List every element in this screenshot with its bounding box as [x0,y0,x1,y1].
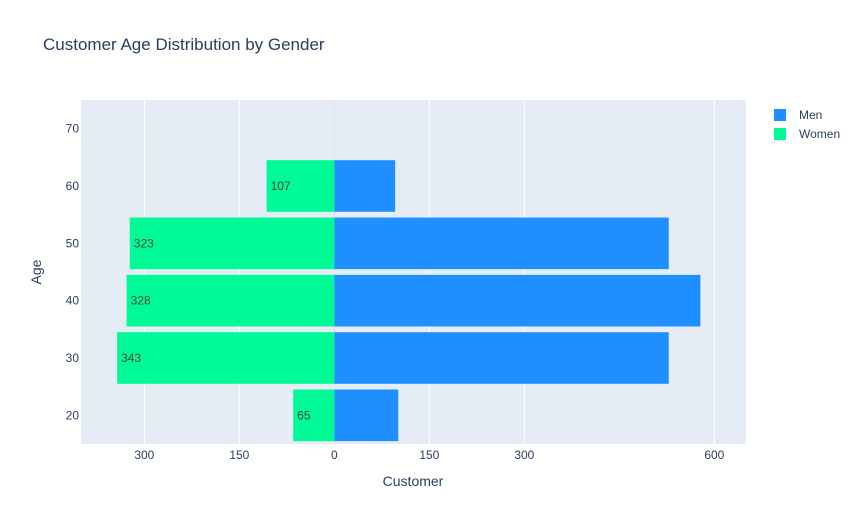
x-tick-label: 600 [704,448,724,462]
bar-data-label: 107 [271,179,291,193]
legend-label[interactable]: Men [799,108,822,122]
bar-men[interactable] [334,274,701,327]
y-axis-ticks: 20 30 40 50 60 70 [66,122,80,423]
bar-men[interactable] [334,217,669,270]
bar-data-label: 343 [121,351,141,365]
x-tick-label: 0 [331,448,338,462]
y-tick-label: 20 [66,408,80,422]
bar-women[interactable] [117,332,335,384]
chart-title: Customer Age Distribution by Gender [43,35,325,54]
bar-men[interactable] [334,332,669,384]
legend-label[interactable]: Women [799,127,840,141]
x-tick-label: 150 [419,448,439,462]
grid-lines [143,100,715,444]
bar-data-label: 65 [297,408,311,422]
y-tick-label: 60 [66,179,80,193]
bar-women[interactable] [126,274,335,327]
bar-women[interactable] [293,389,335,442]
y-tick-label: 30 [66,351,80,365]
bar-data-label: 328 [131,294,151,308]
legend[interactable]: Men Women [774,108,840,141]
y-tick-label: 70 [66,122,80,136]
x-tick-label: 150 [229,448,249,462]
y-tick-label: 40 [66,294,80,308]
bar-men[interactable] [334,160,396,212]
bar-women[interactable] [129,217,335,270]
legend-swatch[interactable] [774,128,786,140]
bar-men[interactable] [334,389,399,442]
bar-women[interactable] [266,160,335,212]
legend-swatch[interactable] [774,109,786,121]
bar-data-label: 323 [134,236,154,250]
x-tick-label: 300 [514,448,534,462]
x-axis-ticks: 300 150 0 150 300 600 [134,448,724,462]
y-axis-label: Age [28,259,44,284]
plot-background [81,100,746,444]
bars [117,160,701,442]
y-tick-label: 50 [66,236,80,250]
x-axis-label: Customer [383,473,444,489]
data-labels: 65 343 328 323 107 [121,179,311,422]
x-tick-label: 300 [134,448,154,462]
